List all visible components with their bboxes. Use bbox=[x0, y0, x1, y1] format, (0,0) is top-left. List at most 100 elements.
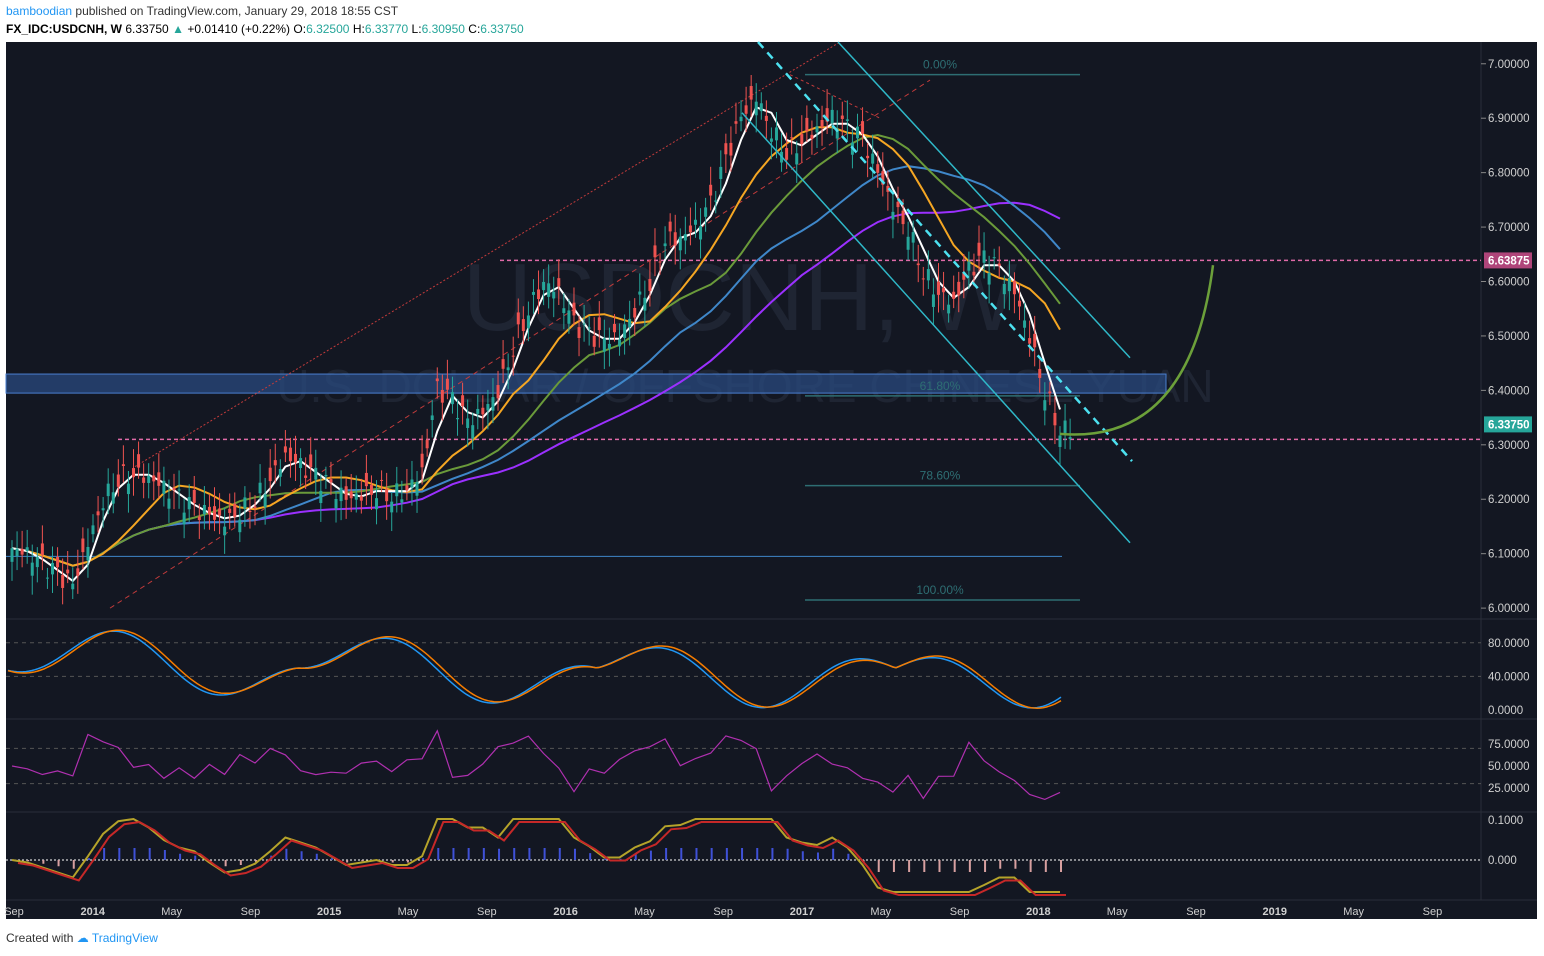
candle-body bbox=[71, 583, 75, 590]
candle-body bbox=[825, 108, 829, 122]
candle-body bbox=[663, 243, 667, 247]
candle-body bbox=[207, 506, 211, 515]
candle-body bbox=[693, 219, 697, 225]
macd-histogram-bar bbox=[816, 852, 819, 860]
macd-histogram-bar bbox=[315, 853, 318, 860]
macd-histogram-bar bbox=[801, 851, 804, 860]
macd-histogram-bar bbox=[619, 858, 622, 860]
candle-body bbox=[40, 543, 44, 555]
candle-body bbox=[982, 250, 986, 263]
symbol-line: FX_IDC:USDCNH, W 6.33750 ▲ +0.01410 (+0.… bbox=[6, 22, 524, 36]
stochastic-pane bbox=[6, 629, 1481, 709]
time-axis[interactable]: Sep 2014 May Sep 2015 May Sep 2016 May Sep 2017 May… bbox=[4, 906, 1442, 918]
last-price-badge-bg bbox=[1484, 416, 1532, 433]
candle-body bbox=[294, 453, 298, 463]
rsi-pane bbox=[6, 729, 1481, 801]
pane-separators bbox=[6, 42, 1537, 901]
candle-body bbox=[56, 556, 60, 568]
footer: Created with ☁ TradingView bbox=[6, 931, 158, 945]
indicator-tick-label: 50.0000 bbox=[1488, 761, 1530, 773]
candle-body bbox=[1048, 391, 1052, 394]
candle-body bbox=[126, 483, 130, 495]
candle-body bbox=[754, 101, 758, 116]
candle-body bbox=[369, 484, 373, 495]
candle-body bbox=[1012, 280, 1016, 295]
candle-body bbox=[764, 115, 768, 121]
macd-histogram-bar bbox=[786, 848, 789, 860]
candle-body bbox=[638, 291, 642, 295]
candle-body bbox=[562, 308, 566, 314]
macd-histogram-bar bbox=[634, 853, 637, 860]
candle-body bbox=[339, 487, 343, 502]
candle-body bbox=[734, 121, 738, 124]
candle-body bbox=[268, 467, 272, 482]
candle-body bbox=[450, 392, 454, 405]
candle-body bbox=[132, 468, 136, 478]
moving-averages bbox=[11, 106, 1061, 583]
candle-body bbox=[749, 86, 753, 100]
candle-body bbox=[101, 508, 105, 511]
candle-body bbox=[81, 538, 85, 553]
indicator-tick-label: 0.0000 bbox=[1488, 705, 1523, 717]
macd-histogram-bar bbox=[999, 860, 1002, 869]
macd-histogram-bar bbox=[589, 853, 592, 860]
macd-histogram-bar bbox=[771, 848, 774, 860]
time-tick-label: 2018 bbox=[1026, 906, 1050, 918]
candle-body bbox=[582, 323, 586, 325]
candle-body bbox=[45, 577, 49, 579]
price-tick-label: 6.10000 bbox=[1488, 549, 1530, 561]
fib-level-label: 78.60% bbox=[920, 469, 961, 483]
time-tick-label: Sep bbox=[477, 906, 497, 918]
candle-body bbox=[1017, 300, 1021, 307]
candle-body bbox=[364, 472, 368, 487]
candle-body bbox=[567, 310, 571, 324]
candle-body bbox=[15, 548, 19, 557]
open-label: O: bbox=[293, 22, 307, 36]
candle-body bbox=[926, 269, 930, 281]
candle-body bbox=[769, 138, 773, 142]
level-price-badge-bg bbox=[1484, 252, 1532, 269]
candle-body bbox=[10, 548, 14, 562]
candle-body bbox=[111, 492, 115, 504]
candle-body bbox=[466, 418, 470, 428]
candle-body bbox=[840, 115, 844, 119]
macd-histogram-bar bbox=[513, 848, 516, 860]
price-axis[interactable]: 7.00000 6.90000 6.80000 6.70000 6.60000 6.500… bbox=[1481, 59, 1532, 867]
macd-histogram-bar bbox=[148, 848, 151, 860]
published-text: published on TradingView.com, January 29… bbox=[75, 4, 399, 18]
candle-body bbox=[25, 547, 29, 552]
candle-body bbox=[182, 512, 186, 525]
tradingview-link[interactable]: TradingView bbox=[91, 931, 158, 945]
candle-body bbox=[719, 166, 723, 179]
candle-body bbox=[405, 485, 409, 491]
candle-body bbox=[673, 232, 677, 246]
candle-body bbox=[815, 126, 819, 133]
last-price: 6.33750 bbox=[125, 22, 169, 36]
candle-body bbox=[587, 327, 591, 329]
high-label: H: bbox=[352, 22, 365, 36]
candle-body bbox=[116, 474, 120, 487]
candle-body bbox=[572, 302, 576, 316]
macd-histogram-bar bbox=[467, 848, 470, 860]
candle-body bbox=[288, 447, 292, 462]
macd-histogram-bar bbox=[1014, 860, 1017, 869]
macd-histogram-bar bbox=[285, 848, 288, 860]
candle-body bbox=[977, 242, 981, 256]
macd-histogram-bar bbox=[361, 860, 364, 862]
candle-body bbox=[172, 487, 176, 491]
publisher-name[interactable]: bamboodian bbox=[6, 4, 73, 18]
fib-level-label: 61.80% bbox=[920, 379, 961, 393]
macd-histogram-bar bbox=[649, 850, 652, 860]
candle-body bbox=[66, 569, 70, 574]
chart-background bbox=[6, 42, 1537, 919]
candle-body bbox=[648, 278, 652, 291]
candle-body bbox=[152, 475, 156, 482]
candle-body bbox=[668, 221, 672, 232]
rsi-line bbox=[11, 729, 1061, 801]
candle-body bbox=[744, 105, 748, 114]
candle-body bbox=[516, 312, 520, 325]
macd-histogram-bar bbox=[543, 848, 546, 860]
candle-body bbox=[187, 497, 191, 510]
low-label: L: bbox=[411, 22, 422, 36]
